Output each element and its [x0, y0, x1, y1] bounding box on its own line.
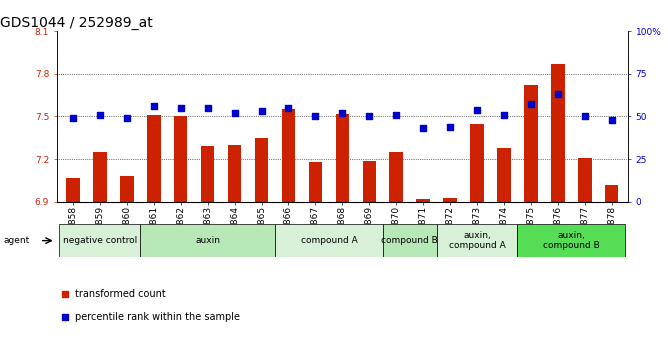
- Bar: [605, 185, 619, 202]
- Text: compound B: compound B: [381, 236, 438, 245]
- Bar: [93, 152, 107, 202]
- Point: [364, 114, 375, 119]
- Point: [337, 110, 347, 116]
- Point: [579, 114, 590, 119]
- Bar: [578, 158, 592, 202]
- Bar: [174, 117, 188, 202]
- Bar: [201, 146, 214, 202]
- Bar: [416, 199, 430, 202]
- Bar: [524, 85, 538, 202]
- Point: [67, 115, 78, 121]
- Bar: [389, 152, 403, 202]
- Point: [257, 109, 267, 114]
- Bar: [383, 224, 437, 257]
- Bar: [282, 109, 295, 202]
- Bar: [444, 198, 457, 202]
- Bar: [120, 176, 134, 202]
- Point: [95, 112, 106, 118]
- Text: auxin: auxin: [195, 236, 220, 245]
- Bar: [551, 64, 564, 202]
- Point: [310, 114, 321, 119]
- Point: [122, 115, 132, 121]
- Point: [60, 291, 71, 297]
- Point: [526, 102, 536, 107]
- Bar: [363, 160, 376, 202]
- Bar: [309, 162, 322, 202]
- Point: [202, 105, 213, 111]
- Point: [552, 91, 563, 97]
- Point: [60, 314, 71, 319]
- Text: transformed count: transformed count: [75, 289, 166, 299]
- Bar: [140, 224, 275, 257]
- Point: [498, 112, 509, 118]
- Bar: [497, 148, 511, 202]
- Text: agent: agent: [3, 236, 29, 245]
- Bar: [59, 224, 140, 257]
- Point: [283, 105, 294, 111]
- Bar: [255, 138, 269, 202]
- Point: [391, 112, 401, 118]
- Bar: [275, 224, 383, 257]
- Bar: [228, 145, 241, 202]
- Point: [445, 124, 456, 129]
- Point: [148, 104, 159, 109]
- Text: auxin,
compound A: auxin, compound A: [449, 231, 506, 250]
- Text: negative control: negative control: [63, 236, 137, 245]
- Bar: [66, 178, 79, 202]
- Text: compound A: compound A: [301, 236, 357, 245]
- Bar: [147, 115, 160, 202]
- Point: [176, 105, 186, 111]
- Point: [229, 110, 240, 116]
- Point: [418, 126, 428, 131]
- Bar: [518, 224, 625, 257]
- Bar: [470, 124, 484, 202]
- Text: auxin,
compound B: auxin, compound B: [543, 231, 600, 250]
- Text: percentile rank within the sample: percentile rank within the sample: [75, 312, 240, 322]
- Bar: [437, 224, 518, 257]
- Bar: [335, 114, 349, 202]
- Text: GDS1044 / 252989_at: GDS1044 / 252989_at: [0, 16, 153, 30]
- Point: [607, 117, 617, 122]
- Point: [472, 107, 482, 112]
